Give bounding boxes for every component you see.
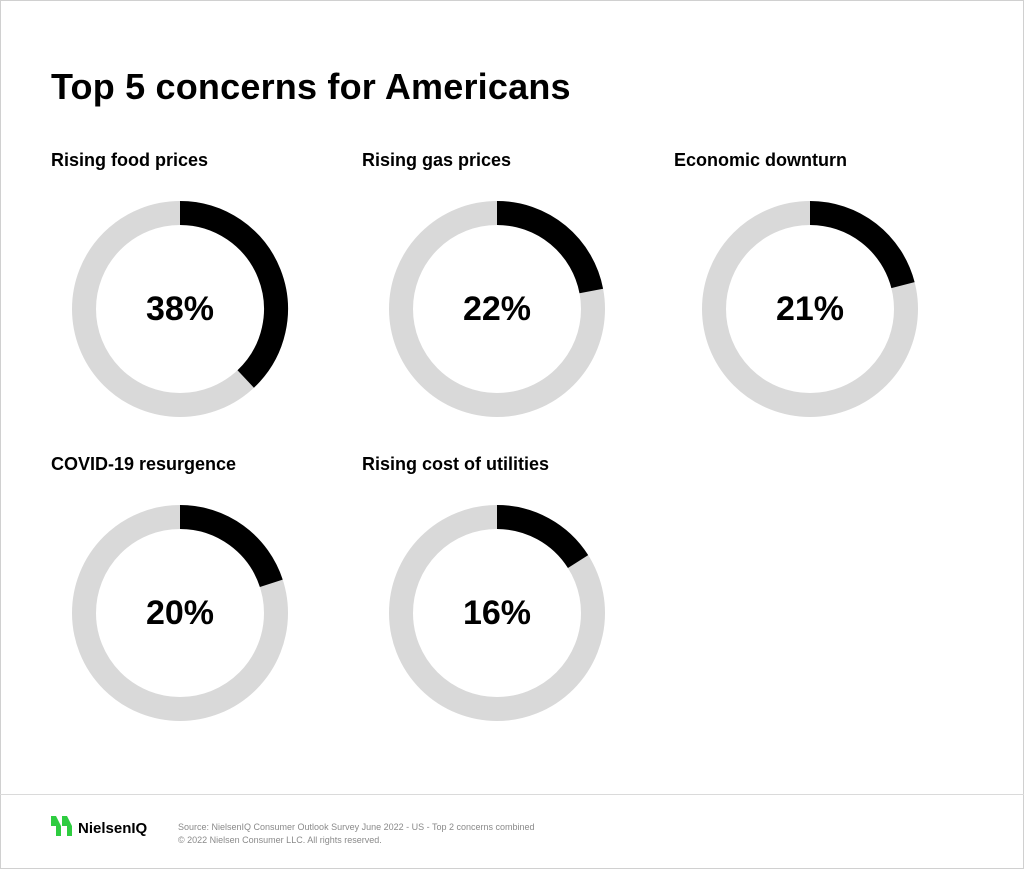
donut-svg — [72, 505, 288, 721]
donut-chart: 16% — [387, 503, 607, 723]
donut-label: Rising food prices — [51, 150, 209, 170]
donut-svg — [72, 201, 288, 417]
donut-label: Economic downturn — [674, 150, 847, 170]
copyright-text: © 2022 Nielsen Consumer LLC. All rights … — [178, 835, 382, 845]
donut-value-arc — [809, 201, 915, 289]
donut-chart: 20% — [70, 503, 290, 723]
donut-chart: 22% — [387, 199, 607, 419]
nielseniq-logo: NielsenIQ — [50, 814, 180, 844]
source-text: Source: NielsenIQ Consumer Outlook Surve… — [178, 822, 535, 832]
donut-value-label: 38% — [145, 289, 215, 328]
donut-label: COVID-19 resurgence — [51, 454, 237, 474]
donut-panel-rising-food-prices: Rising food prices 38% — [51, 150, 351, 440]
donut-value-label: 16% — [462, 593, 532, 632]
donut-panel-rising-cost-of-utilities: Rising cost of utilities 16% — [362, 454, 662, 744]
donut-svg — [389, 505, 605, 721]
donut-value-label: 20% — [145, 593, 215, 632]
donut-svg — [702, 201, 918, 417]
footer-divider — [0, 794, 1024, 795]
donut-panel-economic-downturn: Economic downturn 21% — [674, 150, 974, 440]
donut-value-arc — [179, 201, 288, 388]
donut-panel-covid-19-resurgence: COVID-19 resurgence 20% — [51, 454, 351, 744]
source-note: Source: NielsenIQ Consumer Outlook Surve… — [178, 821, 535, 847]
donut-panel-rising-gas-prices: Rising gas prices 22% — [362, 150, 662, 440]
nielseniq-brand-name: NielsenIQ — [78, 820, 148, 837]
donut-value-arc — [496, 505, 589, 569]
donut-value-label: 22% — [462, 289, 532, 328]
donut-label: Rising cost of utilities — [362, 454, 550, 474]
donut-value-arc — [496, 201, 604, 294]
nielseniq-logo-icon — [51, 816, 72, 836]
donut-chart: 21% — [700, 199, 920, 419]
donut-label: Rising gas prices — [362, 150, 512, 170]
donut-value-arc — [179, 505, 283, 588]
donut-svg — [389, 201, 605, 417]
donut-chart: 38% — [70, 199, 290, 419]
chart-title: Top 5 concerns for Americans — [51, 66, 571, 107]
donut-value-label: 21% — [775, 289, 845, 328]
